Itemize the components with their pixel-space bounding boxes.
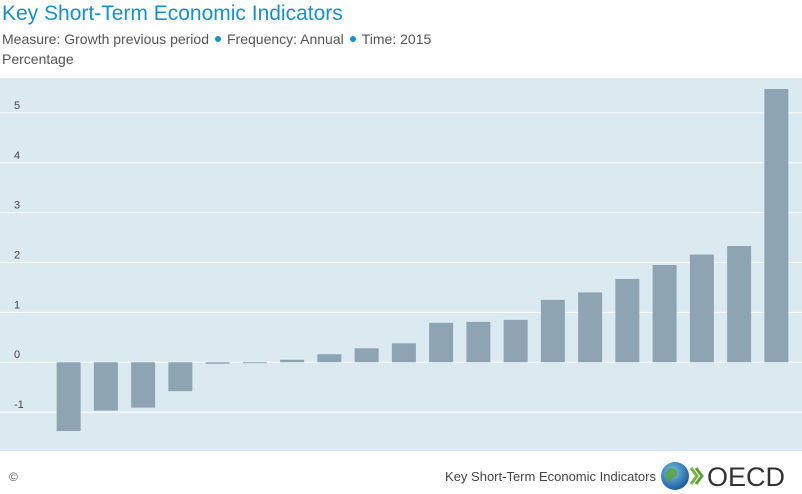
separator-dot-icon [215,36,221,43]
y-tick-label: 3 [14,200,20,212]
bar[interactable] [168,362,193,392]
plot-background [0,78,802,451]
copyright-text: © [9,470,18,484]
bar[interactable] [354,348,379,363]
bar[interactable] [317,354,342,363]
bar[interactable] [503,319,528,363]
chart-title: Key Short-Term Economic Indicators [2,2,343,25]
oecd-logo-text: OECD [707,462,785,492]
y-tick-label: 4 [14,150,20,162]
y-tick-label: -1 [14,399,24,411]
y-tick-label: 0 [14,349,20,361]
bar[interactable] [391,343,416,363]
globe-land-icon [665,468,678,482]
footer-source-link[interactable]: Key Short-Term Economic Indicators [445,469,656,484]
unit-label: Percentage [2,51,74,67]
bar[interactable] [131,362,156,408]
bar[interactable] [242,362,267,364]
bar[interactable] [578,292,603,363]
chevron-icon [694,467,704,485]
separator-dot-icon [349,36,356,43]
bar[interactable] [56,362,81,432]
bar[interactable] [615,278,640,363]
time-label: Time: 2015 [361,31,432,47]
footer: © Key Short-Term Economic Indicators OEC… [0,458,802,494]
frequency-label: Frequency: Annual [227,31,344,47]
bar[interactable] [280,359,305,363]
y-tick-label: 1 [14,299,20,311]
bar[interactable] [652,264,677,363]
bar[interactable] [93,362,118,411]
bar[interactable] [727,246,752,363]
chart-subtitle: Measure: Growth previous period Frequency… [2,31,431,47]
bar[interactable] [466,321,491,363]
bar[interactable] [764,88,789,363]
y-tick-label: 2 [14,250,20,262]
bar-chart: -1 0 1 2 3 4 5 [0,78,802,451]
bar[interactable] [205,362,230,364]
measure-label: Measure: Growth previous period [2,31,209,47]
bar[interactable] [689,254,714,363]
chevron-icon [689,467,699,485]
y-tick-label: 5 [14,100,20,112]
bar[interactable] [540,299,565,363]
bar[interactable] [429,322,454,363]
oecd-logo[interactable]: OECD [660,460,794,492]
